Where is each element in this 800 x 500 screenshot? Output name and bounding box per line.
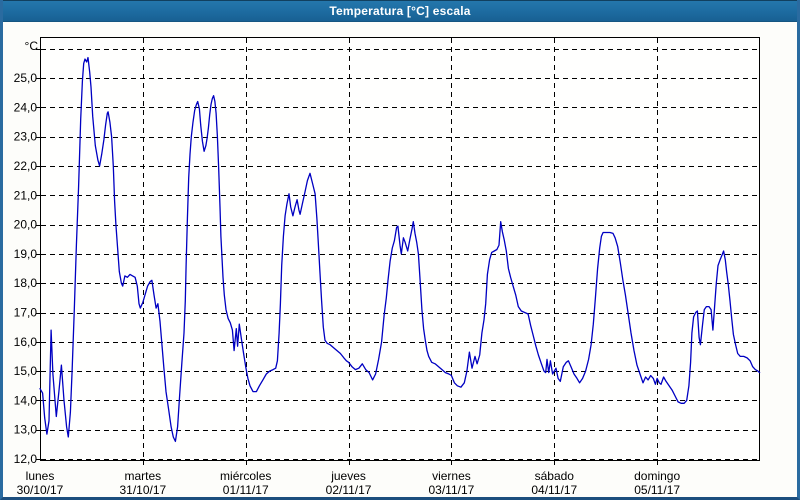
y-axis-label: 16,0: [14, 335, 38, 349]
x-axis-day-label: martes: [125, 469, 162, 483]
window-title: Temperatura [°C] escala: [329, 4, 471, 18]
y-axis-label: 14,0: [14, 393, 38, 407]
y-axis-label: 17,0: [14, 306, 38, 320]
x-axis-date-label: 01/11/17: [223, 483, 269, 497]
temperature-line: [39, 56, 761, 443]
x-axis-day-label: jueves: [330, 469, 366, 483]
y-axis-label: 22,0: [14, 159, 38, 173]
x-axis-date-label: 02/11/17: [326, 483, 372, 497]
y-axis-label: 25,0: [14, 71, 38, 85]
y-axis-label: 12,0: [14, 452, 38, 466]
x-axis-date-label: 03/11/17: [429, 483, 475, 497]
x-axis-day-label: viernes: [432, 469, 471, 483]
x-axis-date-label: 30/10/17: [17, 483, 64, 497]
x-axis-day-label: domingo: [634, 469, 680, 483]
x-axis-day-label: miércoles: [220, 469, 271, 483]
y-axis-label: 18,0: [14, 276, 38, 290]
y-axis-label: 15,0: [14, 364, 38, 378]
y-axis-label: 20,0: [14, 218, 38, 232]
y-axis-label: 23,0: [14, 130, 38, 144]
y-axis-unit-label: °C: [25, 39, 39, 53]
y-axis-label: 21,0: [14, 188, 38, 202]
y-axis-label: 19,0: [14, 247, 38, 261]
x-axis-date-label: 05/11/17: [634, 483, 680, 497]
x-axis-day-label: lunes: [26, 469, 55, 483]
title-bar: Temperatura [°C] escala: [3, 0, 797, 22]
x-axis-date-label: 31/10/17: [119, 483, 166, 497]
x-axis-day-label: sábado: [535, 469, 575, 483]
y-axis-label: 13,0: [14, 423, 38, 437]
y-axis-label: 24,0: [14, 100, 38, 114]
x-axis-date-label: 04/11/17: [531, 483, 577, 497]
